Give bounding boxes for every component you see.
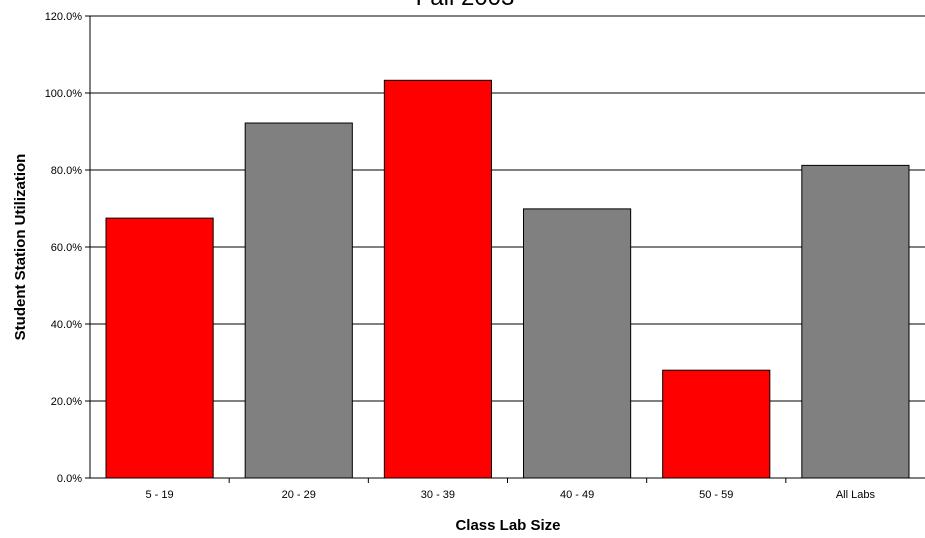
x-tick-label: 40 - 49 [560, 489, 594, 501]
bar [383, 79, 492, 479]
y-tick-label: 40.0% [51, 319, 82, 331]
x-tick-label: 5 - 19 [146, 489, 174, 501]
bar [662, 369, 771, 479]
y-tick-label: 60.0% [51, 242, 82, 254]
x-axis-title: Class Lab Size [455, 517, 560, 534]
y-ticks: 0.0% 20.0% 40.0% 60.0% 80.0% 100.0% 120.0% [45, 11, 90, 485]
bars [105, 79, 910, 479]
x-tick-label: All Labs [836, 489, 876, 501]
bar [523, 208, 632, 479]
y-tick-label: 120.0% [45, 11, 83, 23]
y-tick-label: 100.0% [45, 88, 83, 100]
y-tick-label: 20.0% [51, 396, 82, 408]
chart-title: Fall 2003 [416, 0, 515, 11]
y-tick-label: 0.0% [57, 473, 82, 485]
x-ticks: 5 - 19 20 - 29 30 - 39 40 - 49 50 - 59 All La… [146, 478, 876, 501]
x-tick-label: 30 - 39 [421, 489, 455, 501]
y-tick-label: 80.0% [51, 165, 82, 177]
bar [801, 164, 910, 479]
y-axis-title: Student Station Utilization [12, 154, 29, 341]
x-tick-label: 20 - 29 [282, 489, 316, 501]
x-tick-label: 50 - 59 [699, 489, 733, 501]
gridlines [90, 15, 925, 402]
bar [244, 122, 353, 479]
bar [105, 217, 214, 479]
